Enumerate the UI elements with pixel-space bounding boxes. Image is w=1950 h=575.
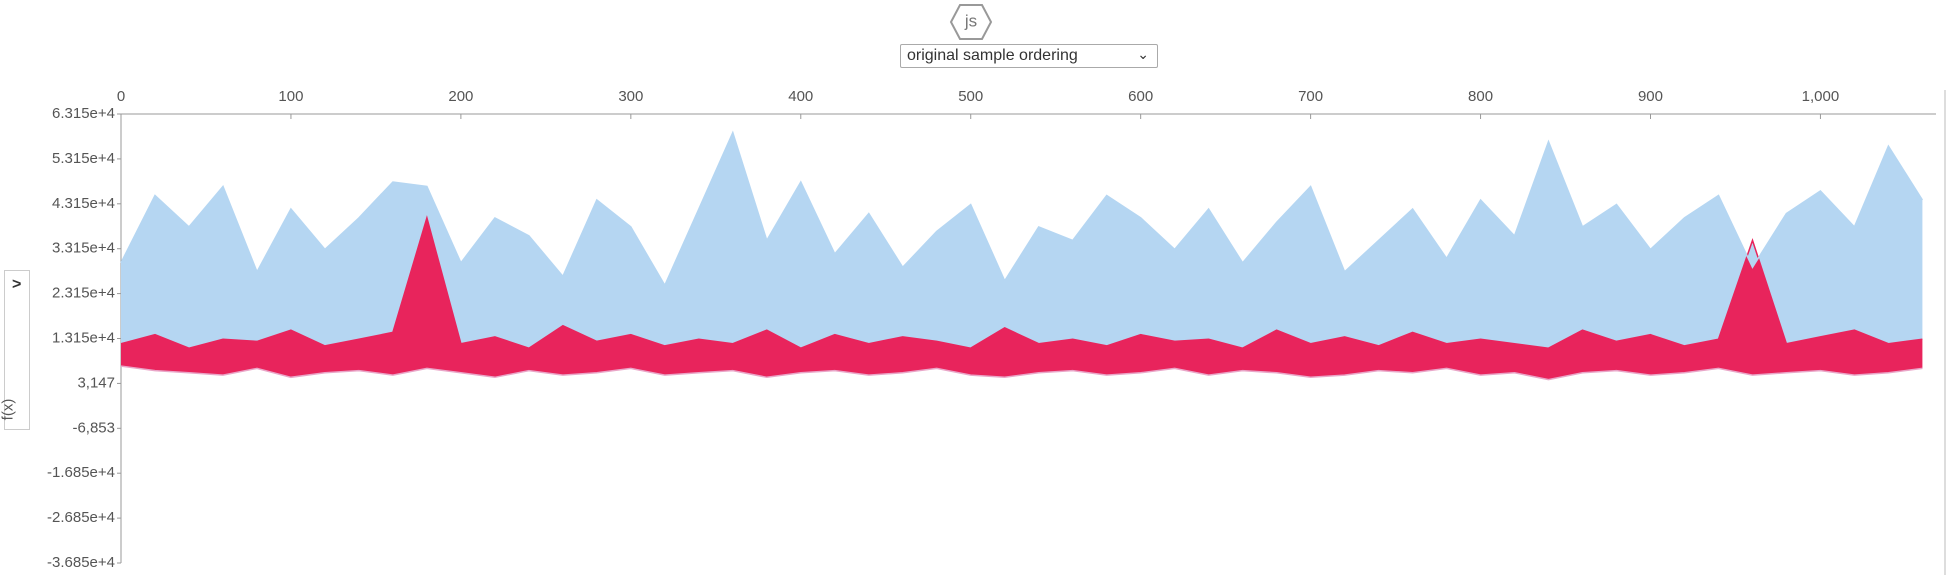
series-line bbox=[120, 215, 1923, 350]
ordering-dropdown[interactable]: original sample ordering ⌄ bbox=[900, 44, 1158, 68]
y-tick-label: 6.315e+4 bbox=[52, 105, 115, 122]
x-tick-label: 0 bbox=[117, 88, 125, 105]
series-line bbox=[120, 130, 1924, 287]
y-tick-label: 3.315e+4 bbox=[52, 240, 115, 257]
dropdown-text: original sample ordering bbox=[907, 47, 1078, 64]
toggle-chevron: > bbox=[12, 276, 22, 293]
axis-toggle[interactable]: > f(x) bbox=[0, 270, 30, 430]
x-tick-label: 300 bbox=[618, 88, 643, 105]
logo: js bbox=[949, 4, 993, 40]
y-tick-label: 2.315e+4 bbox=[52, 285, 115, 302]
y-tick-label: -1.685e+4 bbox=[47, 464, 115, 481]
y-tick-label: 3,147 bbox=[77, 374, 115, 391]
x-tick-label: 400 bbox=[788, 88, 813, 105]
band-fill bbox=[121, 132, 1923, 349]
x-tick-label: 200 bbox=[448, 88, 473, 105]
y-tick-label: 1.315e+4 bbox=[52, 329, 115, 346]
x-tick-label: 1,000 bbox=[1802, 88, 1840, 105]
band-fill bbox=[121, 217, 1923, 380]
y-tick-label: -6,853 bbox=[72, 419, 115, 436]
x-tick-label: 600 bbox=[1128, 88, 1153, 105]
y-tick-label: -3.685e+4 bbox=[47, 554, 115, 571]
logo-text: js bbox=[964, 11, 977, 30]
y-tick-label: -2.685e+4 bbox=[47, 509, 115, 526]
dropdown-arrow: ⌄ bbox=[1137, 46, 1149, 62]
x-tick-label: 100 bbox=[278, 88, 303, 105]
series-line bbox=[120, 365, 1923, 381]
x-tick-label: 500 bbox=[958, 88, 983, 105]
x-tick-label: 700 bbox=[1298, 88, 1323, 105]
y-tick-label: 4.315e+4 bbox=[52, 195, 115, 212]
logo-hexagon bbox=[949, 4, 993, 40]
y-axis-label: f(x) bbox=[0, 398, 17, 421]
y-tick-label: 5.315e+4 bbox=[52, 150, 115, 167]
x-tick-label: 800 bbox=[1468, 88, 1493, 105]
x-tick-label: 900 bbox=[1638, 88, 1663, 105]
